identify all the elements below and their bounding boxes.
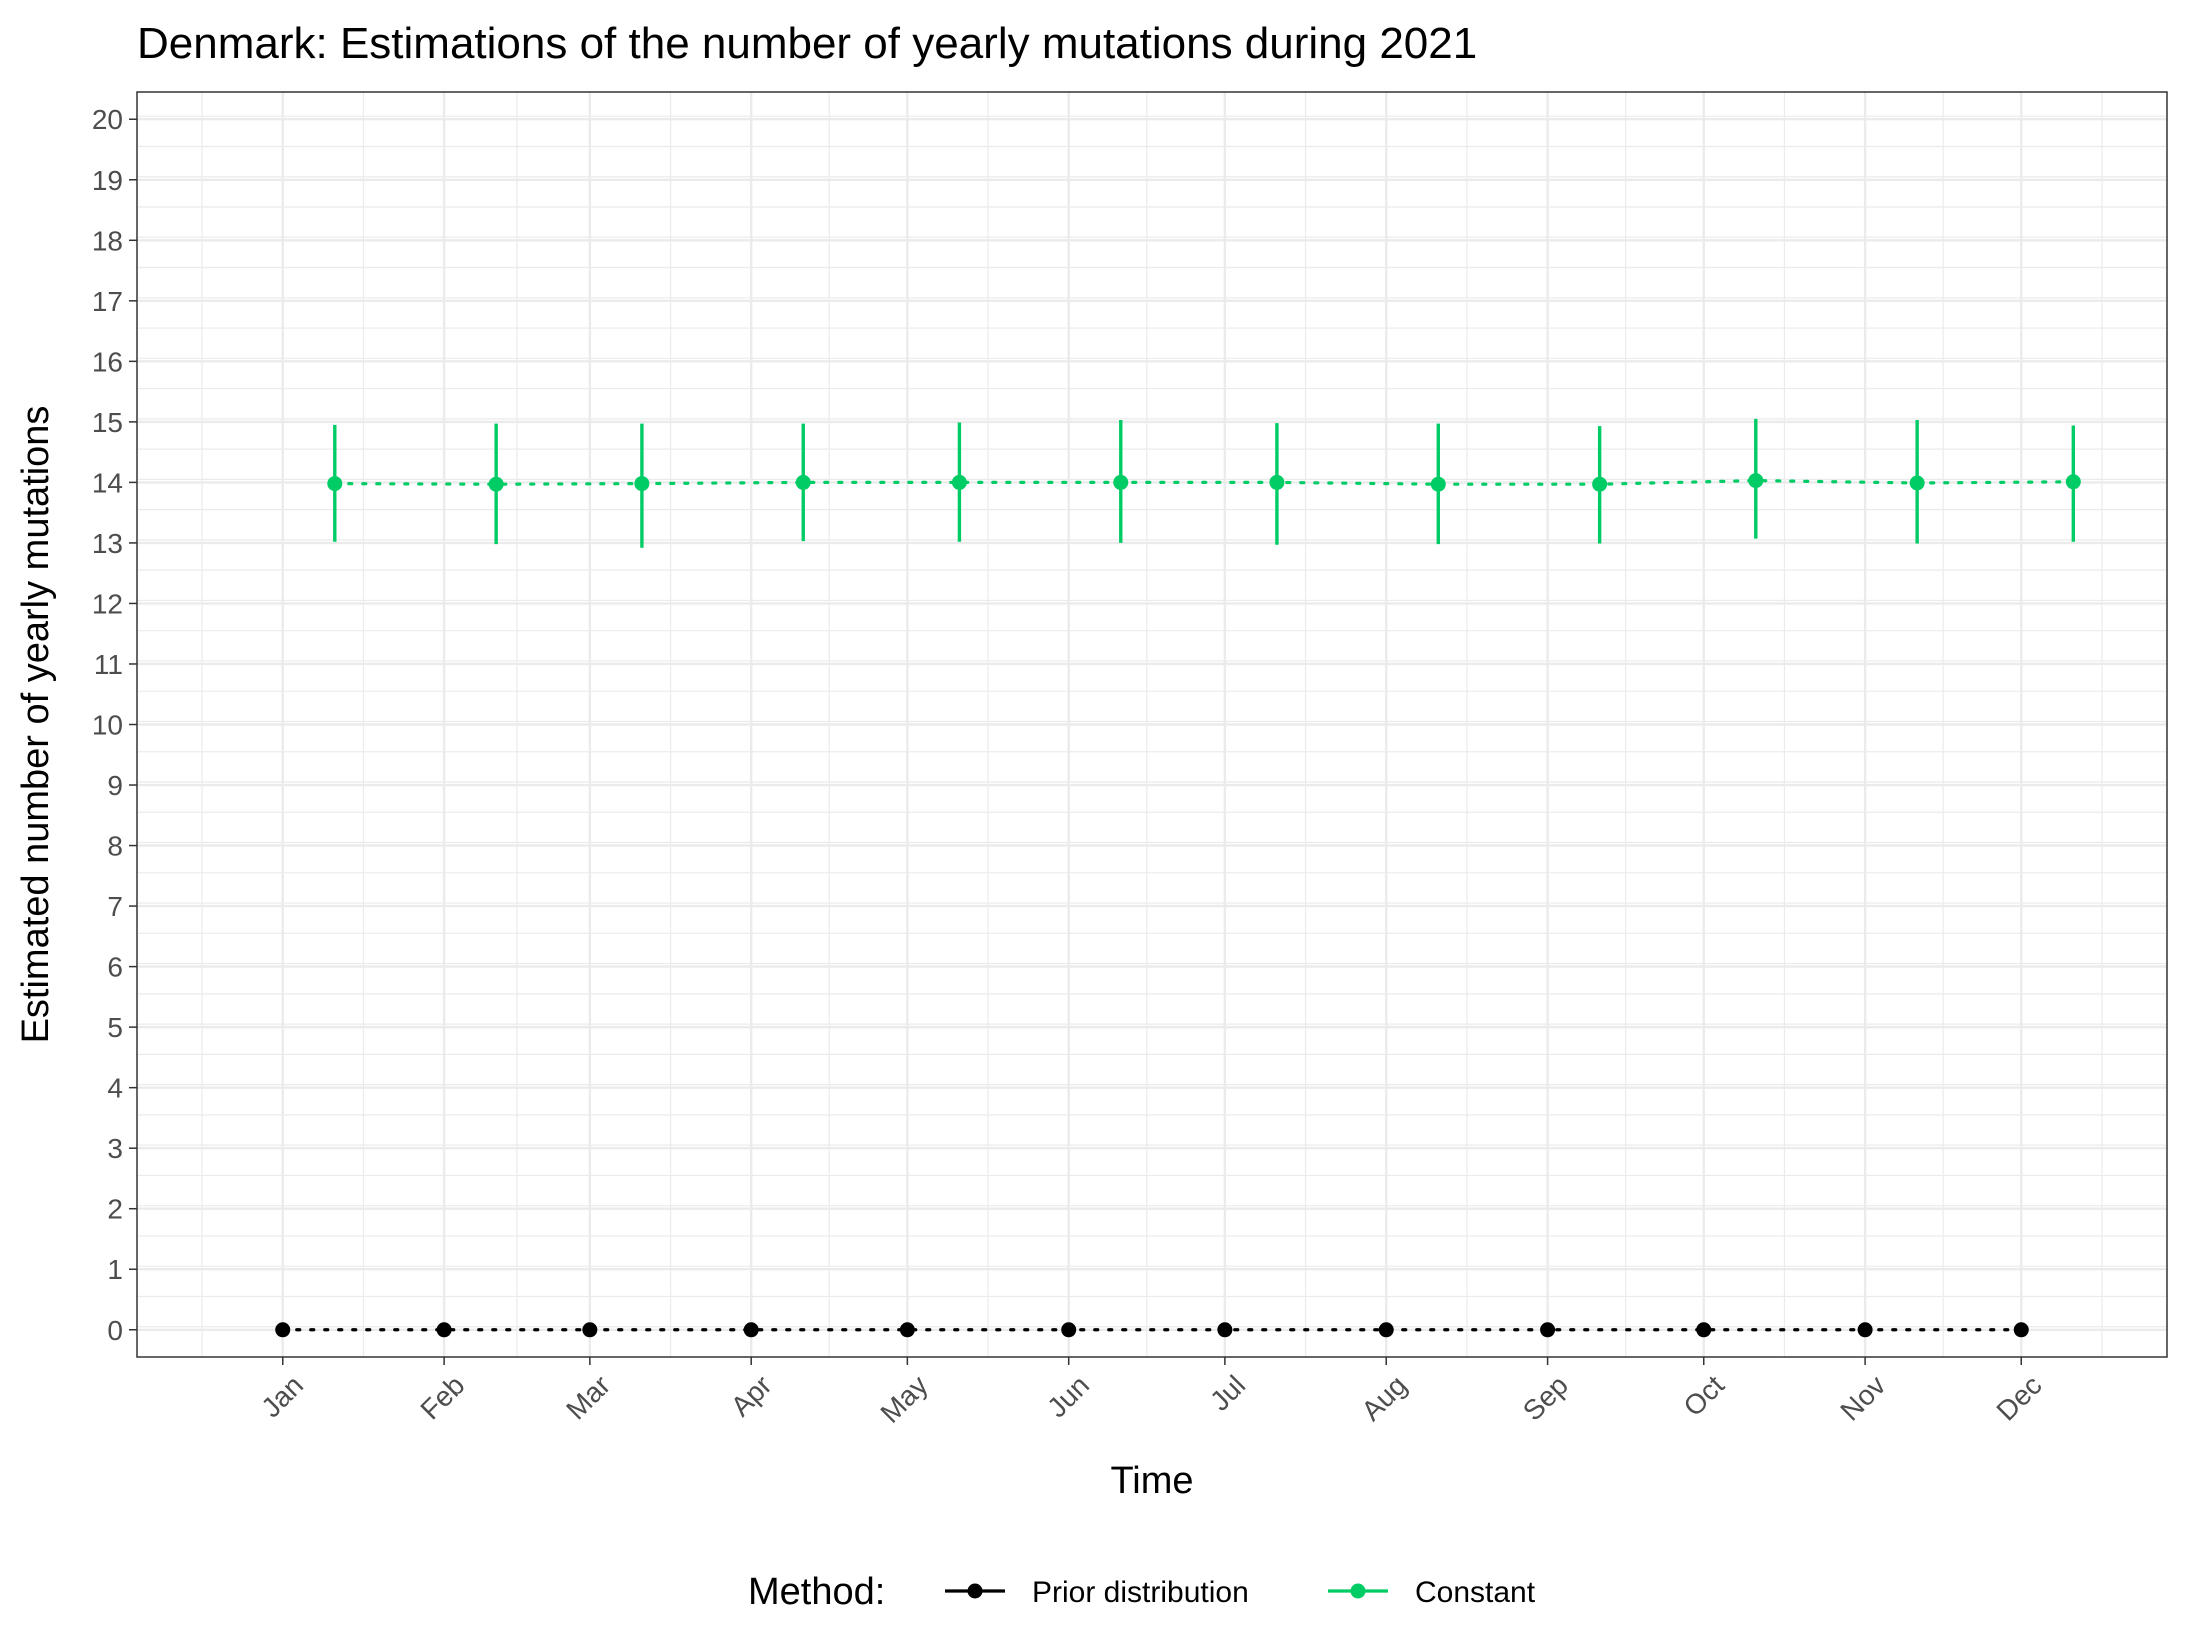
- data-point: [2065, 474, 2081, 490]
- data-point: [1592, 476, 1608, 492]
- y-tick-label: 5: [107, 1012, 123, 1043]
- x-tick-label: Feb: [414, 1369, 470, 1425]
- x-tick-label: Jan: [255, 1369, 309, 1423]
- x-tick-label: Mar: [560, 1369, 616, 1425]
- y-tick-label: 19: [92, 165, 123, 196]
- data-point: [1378, 1322, 1394, 1338]
- data-point: [951, 474, 967, 490]
- x-tick-label: Aug: [1355, 1369, 1412, 1426]
- legend-label: Prior distribution: [1032, 1576, 1249, 1609]
- y-tick-label: 11: [94, 649, 123, 680]
- legend-key-point: [1350, 1583, 1366, 1599]
- legend-item: Prior distribution: [945, 1576, 1249, 1609]
- x-tick-label: Jul: [1204, 1369, 1251, 1416]
- grid-major: [137, 92, 2167, 1357]
- data-point: [2013, 1322, 2029, 1338]
- x-tick-label: Sep: [1517, 1369, 1574, 1426]
- legend: Method: Prior distribution Constant: [748, 1571, 1536, 1613]
- data-point: [488, 476, 504, 492]
- x-tick-label: Dec: [1991, 1369, 2048, 1426]
- y-tick-label: 7: [107, 891, 123, 922]
- data-point: [1113, 474, 1129, 490]
- data-point: [1696, 1322, 1712, 1338]
- x-tick-label: May: [874, 1369, 933, 1428]
- chart-title: Denmark: Estimations of the number of ye…: [137, 19, 1477, 68]
- series-line: [333, 478, 2075, 486]
- data-point: [899, 1322, 915, 1338]
- data-point: [436, 1322, 452, 1338]
- y-tick-label: 9: [107, 770, 123, 801]
- x-tick-label: Apr: [725, 1369, 778, 1422]
- legend-label: Constant: [1415, 1576, 1536, 1609]
- y-tick-label: 16: [92, 346, 123, 377]
- plot-panel-border: [136, 91, 2168, 1358]
- grid-minor: [137, 92, 2167, 1357]
- y-tick-label: 14: [92, 467, 123, 498]
- y-tick-label: 20: [92, 104, 123, 135]
- legend-title: Method:: [748, 1571, 885, 1613]
- y-tick-label: 17: [92, 286, 123, 317]
- y-tick-label: 0: [107, 1315, 123, 1346]
- data-point: [795, 474, 811, 490]
- data-point: [582, 1322, 598, 1338]
- data-point: [1909, 475, 1925, 491]
- legend-item: Constant: [1328, 1576, 1536, 1609]
- data-point: [634, 476, 650, 492]
- series-prior-distribution: [275, 1322, 2029, 1338]
- y-axis-title: Estimated number of yearly mutations: [15, 406, 57, 1044]
- y-tick-label: 4: [107, 1073, 123, 1104]
- y-tick-label: 6: [107, 952, 123, 983]
- data-point: [1269, 474, 1285, 490]
- y-tick-label: 10: [92, 710, 123, 741]
- y-tick-label: 3: [107, 1133, 123, 1164]
- data-point: [1061, 1322, 1077, 1338]
- series-constant: [327, 418, 2081, 548]
- y-tick-label: 15: [92, 407, 123, 438]
- y-tick-label: 8: [107, 831, 123, 862]
- data-point: [1748, 473, 1764, 489]
- x-tick-label: Oct: [1677, 1369, 1730, 1422]
- data-point: [1430, 476, 1446, 492]
- y-tick-label: 18: [92, 225, 123, 256]
- x-axis-title: Time: [1110, 1460, 1193, 1502]
- data-point: [1540, 1322, 1556, 1338]
- y-tick-label: 12: [92, 588, 123, 619]
- data-point: [275, 1322, 291, 1338]
- data-point: [743, 1322, 759, 1338]
- series-layer: [275, 418, 2081, 1338]
- y-tick-label: 2: [107, 1194, 123, 1225]
- data-point: [1217, 1322, 1233, 1338]
- data-point: [327, 476, 343, 492]
- x-axis: Jan Feb Mar Apr May Jun Jul Aug Sep Oct Nov Dec: [255, 1357, 2048, 1429]
- legend-key-point: [967, 1583, 983, 1599]
- x-tick-label: Jun: [1041, 1369, 1095, 1423]
- y-tick-label: 1: [107, 1254, 123, 1285]
- y-tick-label: 13: [92, 528, 123, 559]
- x-tick-label: Nov: [1834, 1369, 1891, 1426]
- data-point: [1857, 1322, 1873, 1338]
